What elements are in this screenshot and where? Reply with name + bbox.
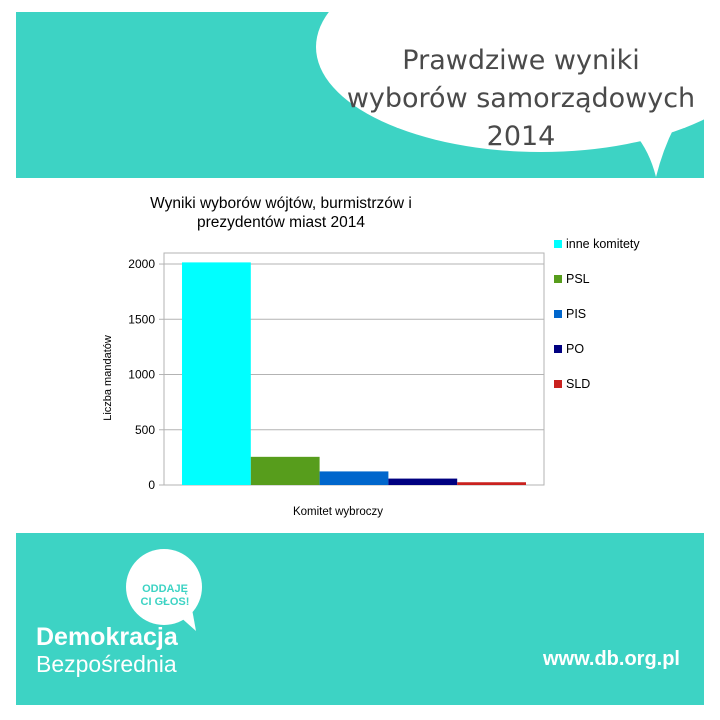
- y-tick-label: 0: [148, 478, 155, 492]
- speech-bubble-tail: [616, 107, 686, 177]
- legend-label: PSL: [566, 272, 590, 286]
- bar-inne-komitety: [182, 262, 251, 485]
- legend-swatch: [554, 310, 562, 318]
- logo-bubble-line2: CI GŁOS!: [140, 596, 190, 608]
- legend-label: PIS: [566, 307, 586, 321]
- y-axis-label: Liczba mandatów: [102, 335, 114, 421]
- logo-name-line2: Bezpośrednia: [36, 651, 177, 677]
- legend-swatch: [554, 380, 562, 388]
- y-tick-label: 1500: [128, 312, 155, 326]
- headline: Prawdziwe wyniki wyborów samorządowych 2…: [346, 45, 696, 152]
- footer-banner: [16, 533, 704, 705]
- top-banner: Prawdziwe wyniki wyborów samorządowych 2…: [16, 12, 704, 178]
- chart-title: Wyniki wyborów wójtów, burmistrzów i pre…: [150, 195, 412, 231]
- bar-chart: 0 500 1000 1500 2000 inne komitety PSL PIS PO SL…: [102, 237, 640, 518]
- bar-po: [388, 478, 458, 485]
- legend-label: SLD: [566, 377, 590, 391]
- legend-swatch: [554, 240, 562, 248]
- legend-label: PO: [566, 342, 584, 356]
- website-url: www.db.org.pl: [542, 648, 680, 670]
- x-axis-label: Komitet wybroczy: [293, 506, 383, 518]
- y-tick-label: 500: [135, 423, 155, 437]
- legend-label: inne komitety: [566, 237, 640, 251]
- bar-psl: [250, 456, 320, 485]
- logo-name-line1: Demokracja: [36, 623, 178, 651]
- legend-swatch: [554, 345, 562, 353]
- logo-bubble-text: ODDAJĘ CI GŁOS!: [130, 583, 200, 609]
- bar-pis: [319, 471, 389, 485]
- y-tick-label: 1000: [128, 368, 155, 382]
- y-tick-label: 2000: [128, 257, 155, 271]
- chart-area: 0 500 1000 1500 2000 inne komitety PSL PIS PO SL…: [16, 178, 704, 533]
- legend-swatch: [554, 275, 562, 283]
- speech-bubble-icon: [126, 549, 202, 631]
- bar-sld: [457, 482, 526, 485]
- logo-bubble-line1: ODDAJĘ: [142, 583, 188, 595]
